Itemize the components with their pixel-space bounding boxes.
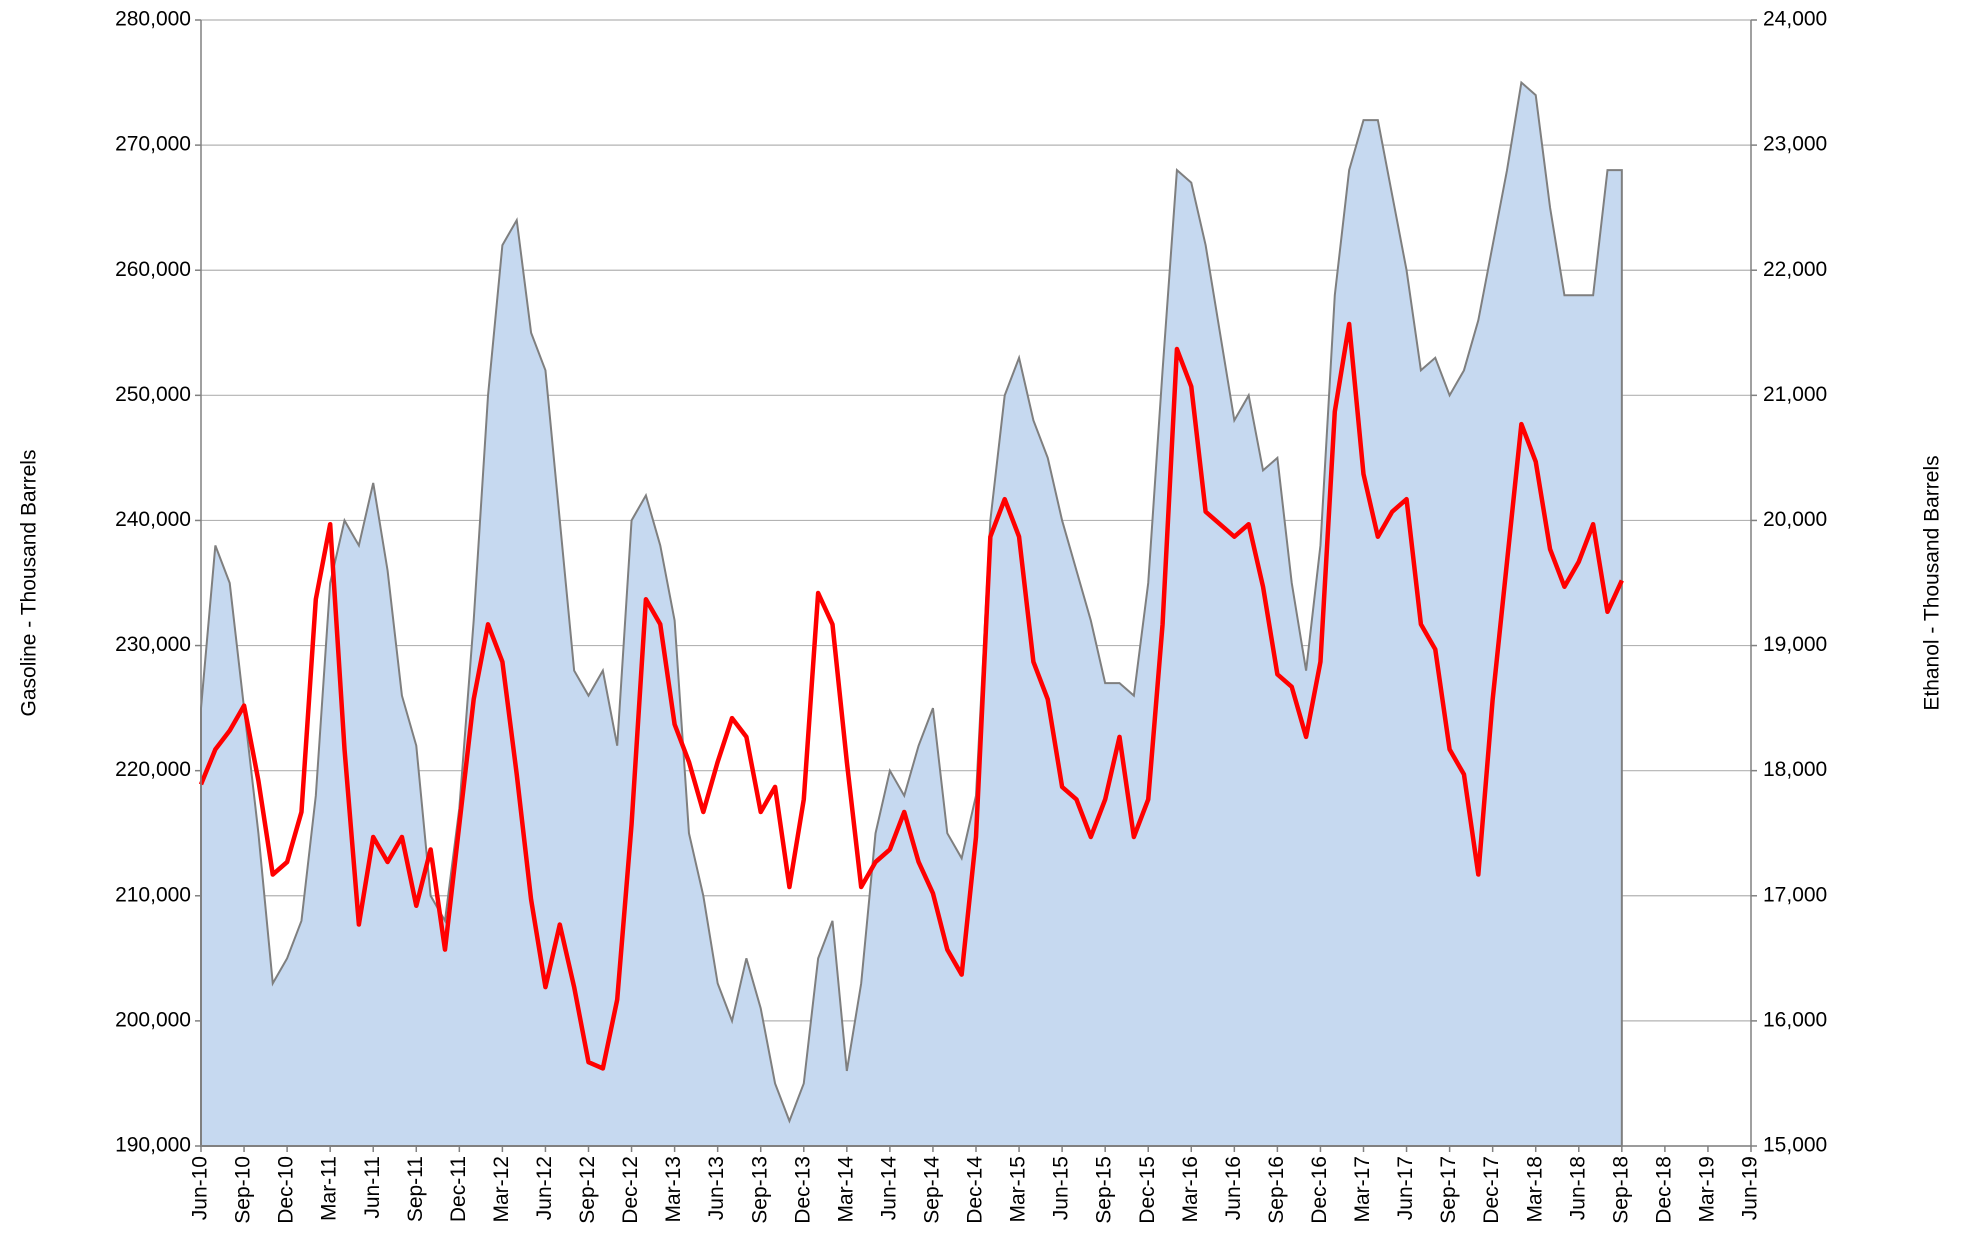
x-tick-label: Dec-16: [1308, 1156, 1331, 1224]
x-tick-label: Jun-11: [361, 1156, 384, 1219]
x-tick-label: Mar-12: [490, 1156, 513, 1223]
y2-tick-label: 22,000: [1763, 258, 1827, 281]
x-tick-label: Sep-13: [748, 1156, 771, 1224]
x-tick-label: Dec-18: [1652, 1156, 1675, 1224]
x-tick-label: Mar-13: [662, 1156, 685, 1223]
x-tick-label: Sep-17: [1437, 1156, 1460, 1224]
y2-axis-title: Ethanol - Thousand Barrels: [1921, 455, 1944, 710]
y-tick-label: 270,000: [115, 133, 191, 156]
y-tick-label: 230,000: [115, 633, 191, 656]
y2-tick-label: 15,000: [1763, 1134, 1827, 1157]
x-tick-label: Jun-13: [705, 1156, 728, 1220]
x-tick-label: Sep-18: [1609, 1156, 1632, 1224]
x-tick-label: Jun-15: [1050, 1156, 1073, 1220]
y2-tick-label: 23,000: [1763, 133, 1827, 156]
gasoline-area: [200, 80, 1623, 1147]
y-tick-label: 200,000: [115, 1008, 191, 1031]
x-tick-label: Sep-15: [1093, 1156, 1116, 1224]
x-tick-label: Jun-12: [533, 1156, 556, 1220]
y-tick-label: 250,000: [115, 383, 191, 406]
x-tick-label: Sep-14: [920, 1156, 943, 1224]
y2-tick-label: 19,000: [1763, 633, 1827, 656]
y2-tick-label: 21,000: [1763, 383, 1827, 406]
ethanol-line: [198, 321, 1624, 1071]
y-tick-label: 190,000: [115, 1134, 191, 1157]
y-tick-label: 210,000: [115, 883, 191, 906]
x-tick-label: Dec-14: [964, 1156, 987, 1224]
x-tick-label: Jun-19: [1739, 1156, 1762, 1220]
x-tick-label: Mar-14: [834, 1156, 857, 1223]
x-tick-label: Dec-17: [1480, 1156, 1503, 1224]
x-tick-label: Jun-18: [1566, 1156, 1589, 1220]
y2-tick-label: 17,000: [1763, 883, 1827, 906]
y2-tick-label: 20,000: [1763, 508, 1827, 531]
x-tick-label: Mar-18: [1523, 1156, 1546, 1223]
x-tick-label: Jun-16: [1222, 1156, 1245, 1220]
x-tick-label: Mar-16: [1179, 1156, 1202, 1223]
x-tick-label: Mar-11: [318, 1156, 341, 1221]
x-tick-label: Mar-17: [1351, 1156, 1374, 1223]
x-tick-label: Dec-15: [1136, 1156, 1159, 1224]
x-tick-label: Jun-17: [1394, 1156, 1417, 1220]
x-tick-label: Jun-10: [189, 1156, 212, 1220]
x-tick-label: Dec-10: [275, 1156, 298, 1224]
x-tick-label: Dec-13: [791, 1156, 814, 1224]
x-tick-label: Sep-10: [232, 1156, 255, 1224]
x-tick-label: Dec-12: [619, 1156, 642, 1224]
y-tick-label: 220,000: [115, 758, 191, 781]
y-tick-label: 240,000: [115, 508, 191, 531]
y-axis-title: Gasoline - Thousand Barrels: [18, 450, 41, 717]
x-tick-label: Sep-12: [576, 1156, 599, 1224]
x-tick-label: Mar-15: [1007, 1156, 1030, 1223]
y2-tick-label: 24,000: [1763, 8, 1827, 31]
y-tick-label: 280,000: [115, 8, 191, 31]
x-tick-label: Dec-11: [447, 1156, 470, 1222]
x-tick-label: Sep-16: [1265, 1156, 1288, 1224]
x-tick-label: Sep-11: [404, 1156, 427, 1222]
x-tick-label: Mar-19: [1695, 1156, 1718, 1223]
x-tick-label: Jun-14: [877, 1156, 900, 1221]
y2-tick-label: 18,000: [1763, 758, 1827, 781]
y2-tick-label: 16,000: [1763, 1008, 1827, 1031]
y-tick-label: 260,000: [115, 258, 191, 281]
